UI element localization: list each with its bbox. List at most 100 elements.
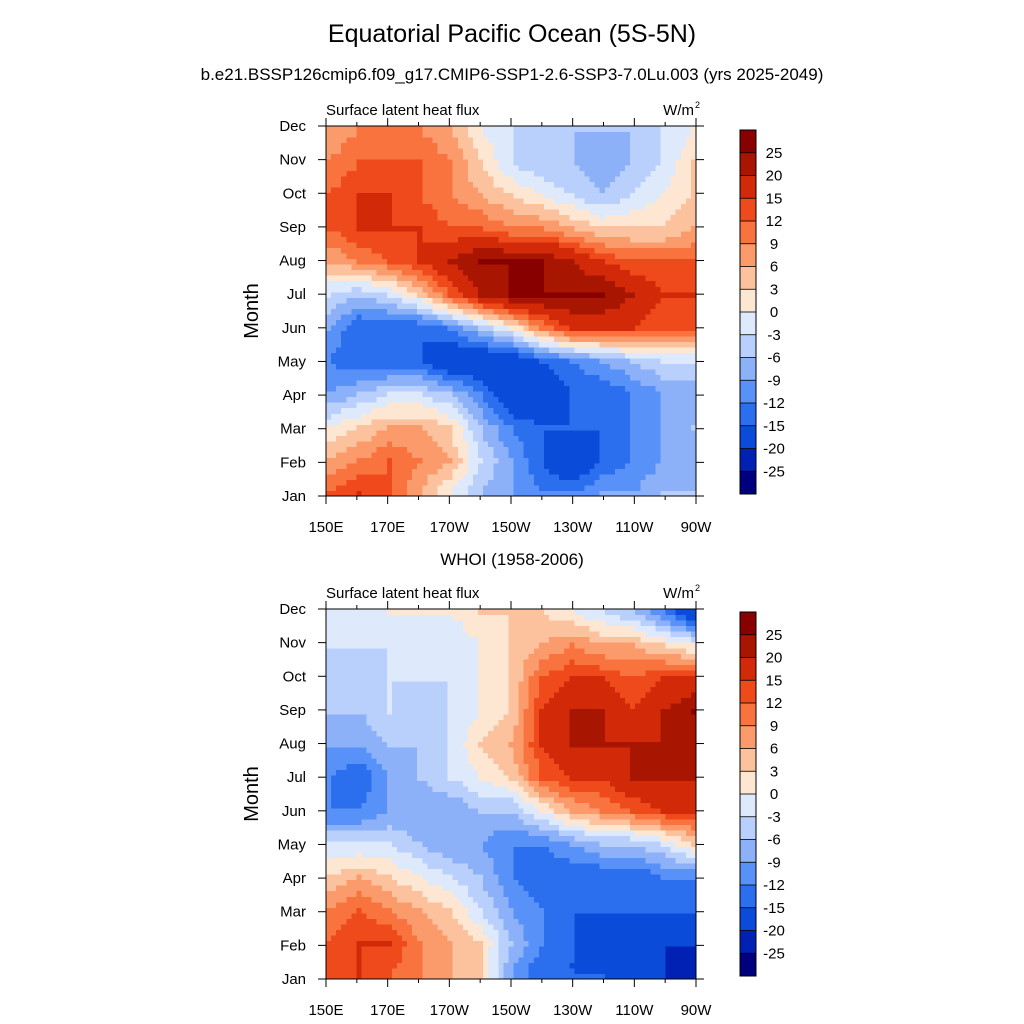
heatmap-cell — [447, 380, 454, 387]
heatmap-cell — [619, 219, 626, 226]
heatmap-cell — [447, 258, 454, 265]
heatmap-cell — [351, 225, 358, 232]
heatmap-cell — [467, 363, 474, 370]
heatmap-cell — [432, 368, 439, 376]
heatmap-cell — [614, 297, 621, 304]
heatmap-cell — [407, 175, 413, 182]
heatmap-cell — [680, 396, 687, 403]
heatmap-cell — [452, 137, 459, 144]
heatmap-cell — [625, 253, 631, 260]
heatmap-cell — [599, 247, 606, 254]
heatmap-cell — [538, 368, 545, 376]
heatmap-cell — [432, 418, 439, 425]
heatmap-cell — [498, 368, 504, 376]
heatmap-cell — [391, 137, 398, 144]
heatmap-cell — [559, 131, 565, 138]
heatmap-cell — [675, 175, 682, 182]
heatmap-cell — [579, 291, 586, 298]
heatmap-cell — [472, 490, 479, 497]
heatmap-cell — [640, 291, 646, 298]
y-tick-label: Jun — [282, 320, 306, 337]
heatmap-cell — [604, 435, 611, 442]
heatmap-cell — [331, 181, 337, 188]
heatmap-cell — [462, 131, 469, 138]
heatmap-cell — [503, 280, 510, 287]
heatmap-cell — [422, 440, 428, 447]
heatmap-cell — [376, 335, 383, 342]
heatmap-cell — [660, 241, 667, 249]
heatmap-cell — [462, 324, 469, 331]
heatmap-cell — [635, 164, 641, 171]
heatmap-cell — [447, 286, 454, 293]
heatmap-cell — [493, 413, 499, 420]
heatmap-cell — [412, 418, 418, 425]
y-tick-label: Mar — [280, 421, 306, 438]
heatmap-cell — [518, 131, 525, 138]
heatmap-cell — [371, 214, 378, 221]
heatmap-cell — [559, 170, 565, 177]
heatmap-cell — [412, 181, 418, 188]
heatmap-cell — [549, 352, 555, 359]
heatmap-cell — [483, 236, 489, 243]
heatmap-cell — [640, 253, 646, 260]
heatmap-cell — [538, 346, 545, 354]
heatmap-cell — [635, 126, 641, 133]
heatmap-cell — [366, 148, 373, 155]
heatmap-cell — [640, 330, 646, 337]
heatmap-cell — [351, 197, 358, 204]
heatmap-cell — [675, 186, 682, 193]
heatmap-cell — [569, 203, 575, 210]
heatmap-cell — [447, 164, 454, 171]
heatmap-cell — [554, 153, 560, 160]
heatmap-cell — [655, 308, 662, 315]
heatmap-cell — [655, 468, 662, 475]
heatmap-cell — [589, 159, 596, 166]
heatmap-cell — [422, 142, 428, 149]
heatmap-cell — [559, 186, 565, 193]
heatmap-cell — [640, 175, 646, 182]
heatmap-cell — [635, 385, 641, 392]
heatmap-cell — [538, 192, 545, 199]
heatmap-cell — [513, 170, 520, 177]
heatmap-cell — [685, 192, 692, 199]
heatmap-cell — [483, 230, 489, 238]
heatmap-cell — [371, 280, 378, 287]
heatmap-cell — [391, 457, 398, 464]
heatmap-cell — [650, 137, 657, 144]
heatmap-cell — [478, 313, 484, 320]
heatmap-cell — [326, 286, 332, 293]
heatmap-cell — [366, 291, 373, 298]
heatmap-cell — [341, 391, 347, 398]
heatmap-cell — [640, 440, 646, 447]
heatmap-cell — [619, 258, 626, 265]
heatmap-cell — [346, 440, 352, 447]
heatmap-cell — [483, 446, 489, 453]
heatmap-cell — [594, 462, 601, 469]
heatmap-cell — [447, 264, 454, 271]
heatmap-cell — [625, 302, 631, 309]
heatmap-cell — [483, 186, 489, 193]
heatmap-cell — [569, 197, 575, 204]
heatmap-cell — [645, 214, 651, 221]
heatmap-cell — [437, 302, 444, 309]
heatmap-cell — [371, 137, 378, 144]
heatmap-cell — [589, 440, 596, 447]
heatmap-cell — [422, 302, 428, 309]
heatmap-cell — [528, 374, 535, 381]
heatmap-cell — [599, 402, 606, 409]
heatmap-cell — [336, 335, 342, 342]
heatmap-cell — [528, 203, 535, 210]
heatmap-cell — [432, 473, 439, 481]
heatmap-cell — [402, 429, 408, 436]
heatmap-cell — [609, 280, 616, 287]
heatmap-cell — [630, 225, 636, 232]
heatmap-cell — [417, 264, 423, 271]
heatmap-cell — [670, 186, 677, 193]
heatmap-cell — [457, 286, 464, 293]
heatmap-cell — [351, 275, 358, 282]
heatmap-cell — [655, 175, 662, 182]
heatmap-cell — [538, 330, 545, 337]
heatmap-cell — [336, 352, 342, 359]
heatmap-cell — [675, 319, 682, 326]
heatmap-cell — [356, 264, 363, 271]
